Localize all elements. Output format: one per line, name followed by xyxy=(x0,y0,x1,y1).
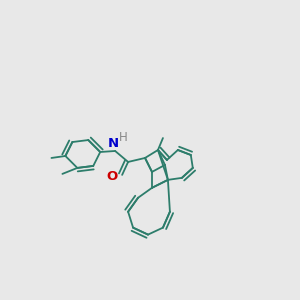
Text: H: H xyxy=(119,130,128,144)
Text: O: O xyxy=(106,170,118,183)
Text: N: N xyxy=(108,136,119,149)
